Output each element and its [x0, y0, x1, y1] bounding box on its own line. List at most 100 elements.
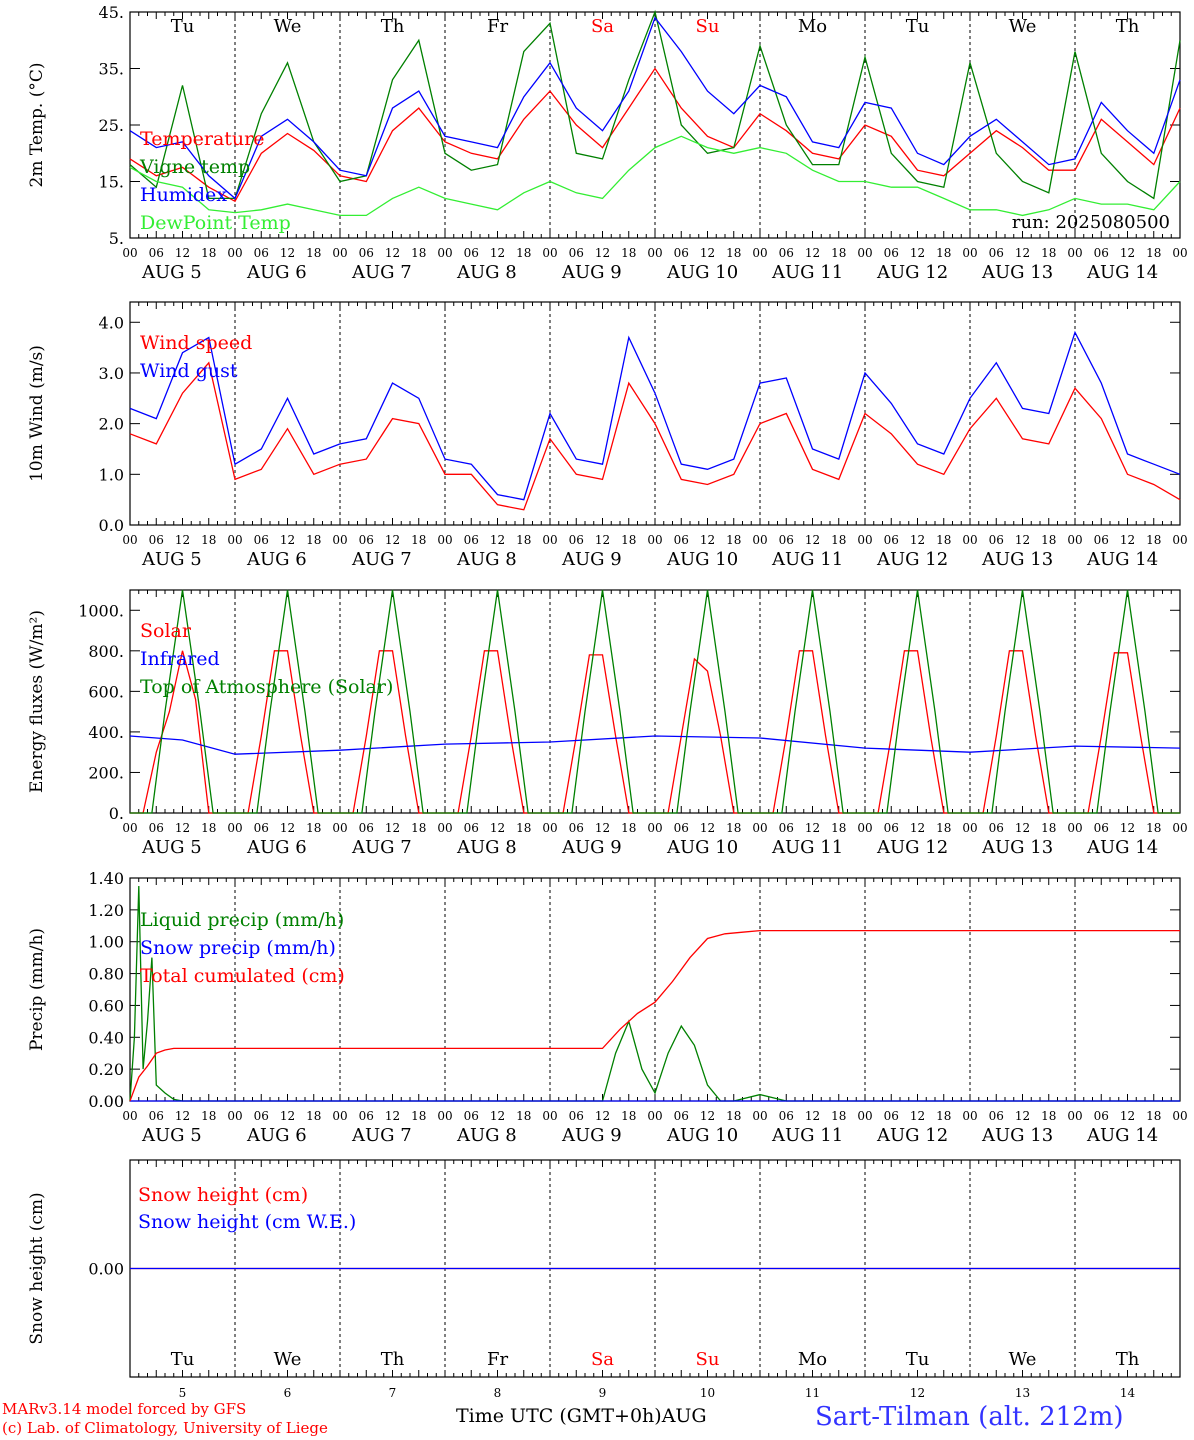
x-day-label: AUG 11: [771, 549, 843, 570]
day-name: Mo: [798, 16, 827, 37]
day-name: We: [1009, 16, 1037, 37]
x-hour-label: 18: [831, 246, 846, 260]
legend-entry: Solar: [140, 620, 192, 642]
x-hour-label: 06: [989, 533, 1004, 547]
y-tick-label: 45.: [99, 3, 124, 22]
day-name: Th: [1116, 1349, 1140, 1370]
legend-entry: Total cumulated (cm): [140, 965, 345, 987]
x-hour-label: 00: [962, 821, 977, 835]
x-hour-label: 06: [779, 1109, 794, 1123]
x-hour-label: 18: [1041, 533, 1056, 547]
x-hour-label: 00: [542, 246, 557, 260]
x-hour-label: 06: [569, 1109, 584, 1123]
x-day-label: AUG 9: [561, 837, 622, 858]
y-tick-label: 0.00: [88, 1092, 124, 1111]
x-day-label: AUG 7: [351, 837, 412, 858]
x-day-label: AUG 13: [981, 1125, 1053, 1146]
series-line: [129, 929, 1180, 1102]
x-hour-label: 12: [385, 821, 400, 835]
x-hour-label: 12: [1120, 1109, 1135, 1123]
day-name: Fr: [487, 16, 508, 37]
x-hour-label: 18: [621, 246, 636, 260]
y-tick-label: 0.20: [88, 1060, 124, 1079]
x-day-number: 13: [1015, 1386, 1030, 1400]
x-hour-label: 18: [306, 246, 321, 260]
x-hour-label: 12: [175, 1109, 190, 1123]
x-day-label: AUG 9: [561, 262, 622, 283]
x-hour-label: 12: [700, 246, 715, 260]
x-hour-label: 00: [1172, 533, 1187, 547]
series-line: [129, 9, 1181, 200]
x-hour-label: 00: [1172, 1109, 1187, 1123]
x-hour-label: 06: [779, 821, 794, 835]
x-hour-label: 00: [437, 1109, 452, 1123]
x-hour-label: 18: [726, 246, 741, 260]
x-hour-label: 18: [201, 533, 216, 547]
x-day-number: 5: [179, 1386, 187, 1400]
x-hour-label: 18: [201, 246, 216, 260]
x-hour-label: 00: [752, 533, 767, 547]
day-name: We: [274, 16, 302, 37]
x-hour-label: 12: [175, 246, 190, 260]
x-hour-label: 06: [254, 821, 269, 835]
y-tick-label: 0.0: [99, 516, 124, 535]
legend-entry: Wind gust: [140, 360, 238, 382]
x-hour-label: 00: [227, 821, 242, 835]
x-hour-label: 18: [411, 246, 426, 260]
x-hour-label: 00: [857, 246, 872, 260]
x-hour-label: 12: [490, 821, 505, 835]
xaxis-month: AUG: [661, 1405, 707, 1427]
x-hour-label: 06: [1094, 821, 1109, 835]
y-tick-label: 1.0: [99, 465, 124, 484]
x-day-label: AUG 12: [876, 262, 948, 283]
x-hour-label: 06: [149, 1109, 164, 1123]
x-day-label: AUG 8: [456, 262, 517, 283]
x-hour-label: 12: [1120, 533, 1135, 547]
x-day-label: AUG 8: [456, 837, 517, 858]
series-line: [129, 330, 1181, 501]
legend-entry: Liquid precip (mm/h): [140, 909, 344, 931]
x-day-label: AUG 6: [246, 1125, 307, 1146]
x-hour-label: 00: [227, 533, 242, 547]
x-hour-label: 00: [647, 1109, 662, 1123]
x-hour-label: 12: [700, 1109, 715, 1123]
series-line: [129, 135, 1181, 217]
panel-frame: [129, 589, 1181, 814]
day-name: Sa: [591, 1349, 614, 1370]
x-hour-label: 00: [122, 246, 137, 260]
x-hour-label: 12: [490, 1109, 505, 1123]
y-tick-label: 600.: [88, 682, 124, 701]
x-day-label: AUG 12: [876, 549, 948, 570]
x-day-label: AUG 8: [456, 1125, 517, 1146]
x-hour-label: 12: [910, 821, 925, 835]
x-hour-label: 12: [280, 246, 295, 260]
x-day-label: AUG 10: [666, 1125, 738, 1146]
day-name: Fr: [487, 1349, 508, 1370]
x-hour-label: 06: [359, 246, 374, 260]
x-hour-label: 12: [700, 821, 715, 835]
y-tick-label: 0.60: [88, 996, 124, 1015]
x-hour-label: 06: [254, 533, 269, 547]
x-hour-label: 00: [962, 1109, 977, 1123]
legend-entry: Wind speed: [140, 332, 252, 354]
x-hour-label: 06: [464, 1109, 479, 1123]
series-line: [129, 361, 1181, 511]
x-hour-label: 18: [621, 533, 636, 547]
x-hour-label: 00: [332, 246, 347, 260]
x-hour-label: 12: [385, 246, 400, 260]
x-hour-label: 06: [464, 246, 479, 260]
day-name: Tu: [906, 16, 930, 37]
x-hour-label: 12: [490, 246, 505, 260]
series-line: [129, 16, 1181, 200]
x-day-label: AUG 14: [1086, 549, 1158, 570]
x-hour-label: 06: [254, 1109, 269, 1123]
x-day-label: AUG 8: [456, 549, 517, 570]
x-day-label: AUG 13: [981, 262, 1053, 283]
y-tick-label: 25.: [99, 116, 124, 135]
x-hour-label: 06: [464, 821, 479, 835]
x-hour-label: 00: [1067, 246, 1082, 260]
x-hour-label: 18: [936, 246, 951, 260]
x-hour-label: 06: [989, 821, 1004, 835]
x-hour-label: 12: [595, 246, 610, 260]
